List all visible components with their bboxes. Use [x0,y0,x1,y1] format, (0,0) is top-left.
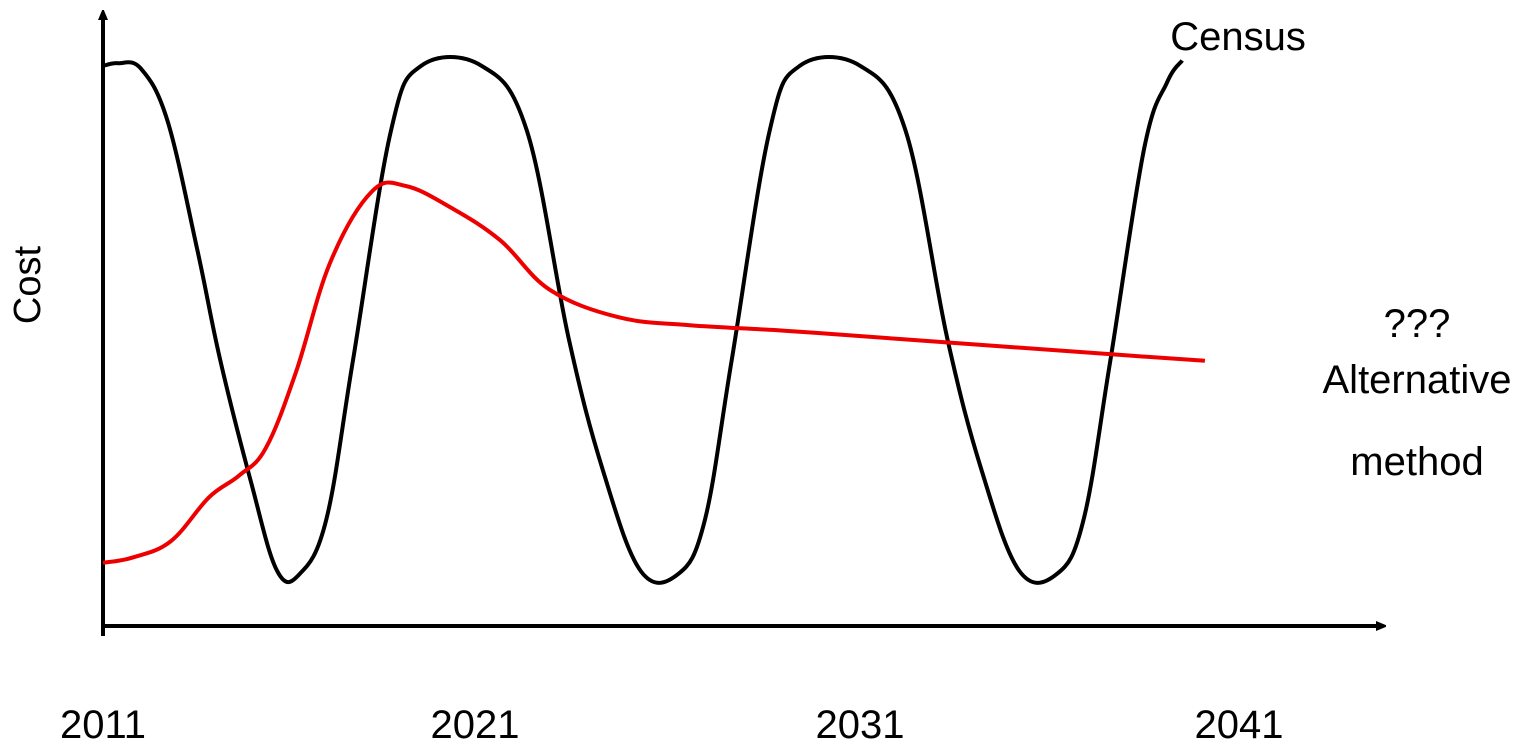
y-axis-label: Cost [7,245,49,324]
x-tick-label-2041: 2041 [1195,703,1284,747]
question-annotation: ??? [1384,302,1451,346]
alternative-method-label-line1: Alternative [1323,358,1512,402]
x-tick-label-2031: 2031 [816,703,905,747]
census-label: Census [1170,15,1306,59]
x-tick-label-2021: 2021 [431,703,520,747]
census-series-line [102,55,1184,585]
alternative-method-label-line2: method [1350,440,1483,484]
x-tick-label-2011: 2011 [60,703,146,747]
alternative-method-series-line [102,180,1206,565]
